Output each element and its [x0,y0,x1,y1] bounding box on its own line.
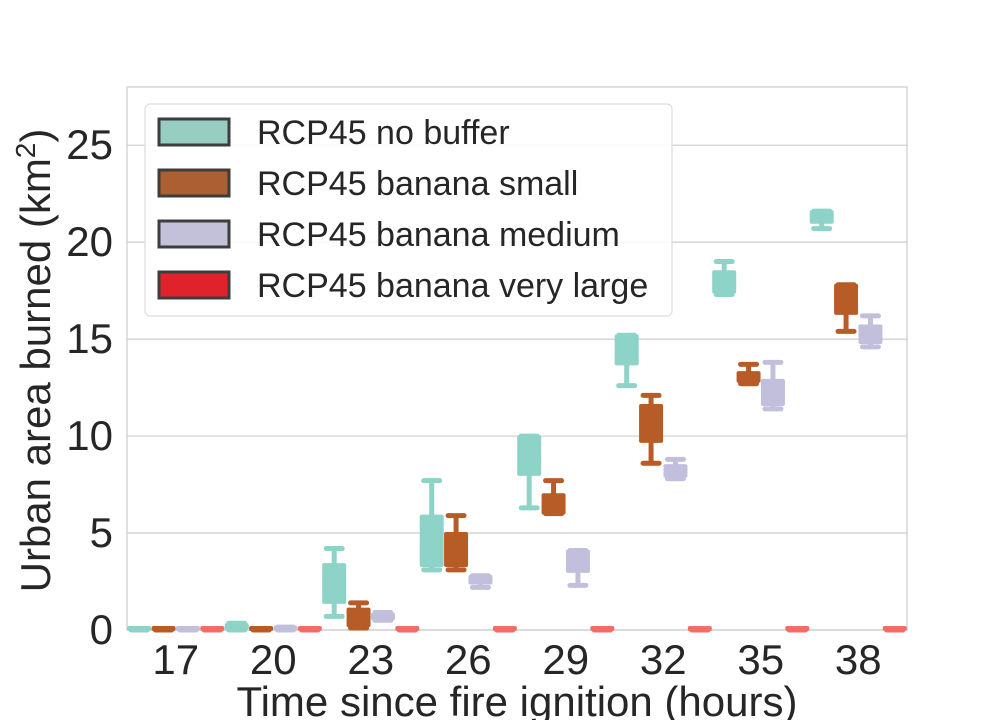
x-tick-labels: 17 20 23 26 29 32 35 38 [152,636,881,683]
box-2-0 [322,546,347,619]
box-4-1 [541,478,566,517]
box-body [541,493,566,515]
box-body [444,532,469,568]
y-tick-20: 20 [66,218,113,265]
box-5-2 [663,456,688,482]
legend-label-2: RCP45 banana medium [257,216,620,254]
legend-swatch-2 [157,219,231,249]
box-2-1 [346,600,371,631]
box-body [760,378,785,407]
box-body [419,514,444,568]
box-body [517,435,542,476]
box-body [322,563,347,604]
box-3-2 [468,573,493,590]
box-6-2 [760,359,785,412]
legend-label-0: RCP45 no buffer [257,114,510,152]
box-1-1 [249,625,274,633]
box-7-3 [882,626,907,633]
legend: RCP45 no buffer RCP45 banana small RCP45 b… [144,103,673,317]
box-body [614,334,639,366]
box-0-1 [151,626,176,633]
box-4-0 [517,433,542,511]
x-tick-35: 35 [737,636,784,683]
legend-swatch-1 [157,168,231,198]
box-0-2 [175,626,200,633]
box-5-1 [639,392,664,466]
legend-label-1: RCP45 banana small [257,165,578,203]
box-3-3 [492,626,517,633]
x-axis-label: Time since fire ignition (hours) [237,678,798,720]
x-tick-20: 20 [250,636,297,683]
box-5-3 [687,626,712,633]
legend-frame [144,103,673,317]
y-axis-label-superscript: 2 [10,143,41,159]
box-2-3 [395,626,420,633]
y-tick-25: 25 [66,121,113,168]
y-tick-labels: 0 5 10 15 20 25 [66,121,113,653]
box-7-0 [809,208,834,232]
box-1-3 [297,626,322,633]
box-0-3 [200,626,225,633]
box-3-1 [444,513,469,573]
x-tick-23: 23 [347,636,394,683]
box-4-3 [590,626,615,633]
x-tick-26: 26 [445,636,492,683]
box-7-1 [834,282,859,334]
x-tick-32: 32 [640,636,687,683]
box-6-1 [736,361,761,387]
y-tick-10: 10 [66,412,113,459]
box-0-0 [127,626,152,633]
box-body [639,404,664,443]
legend-swatch-0 [157,117,231,147]
y-axis-label-close: ) [12,129,59,143]
plot-frame [126,86,908,631]
box-4-2 [565,547,590,588]
box-1-0 [224,620,249,633]
box-6-3 [785,626,810,633]
y-axis-label-main: Urban area burned (km [12,158,59,592]
box-6-0 [712,259,737,298]
legend-swatch-3 [157,270,231,300]
box-marks [127,208,907,633]
box-3-0 [419,478,444,573]
x-tick-29: 29 [542,636,589,683]
box-5-0 [614,332,639,389]
box-1-2 [273,624,298,633]
legend-label-3: RCP45 banana very large [257,267,648,305]
y-tick-15: 15 [66,315,113,362]
box-7-2 [858,313,883,350]
box-2-2 [370,610,395,623]
x-tick-38: 38 [835,636,882,683]
box-body [834,283,859,315]
y-axis-label: Urban area burned (km2) [10,129,60,593]
y-tick-5: 5 [90,509,113,556]
x-tick-17: 17 [152,636,199,683]
y-tick-0: 0 [90,606,113,653]
